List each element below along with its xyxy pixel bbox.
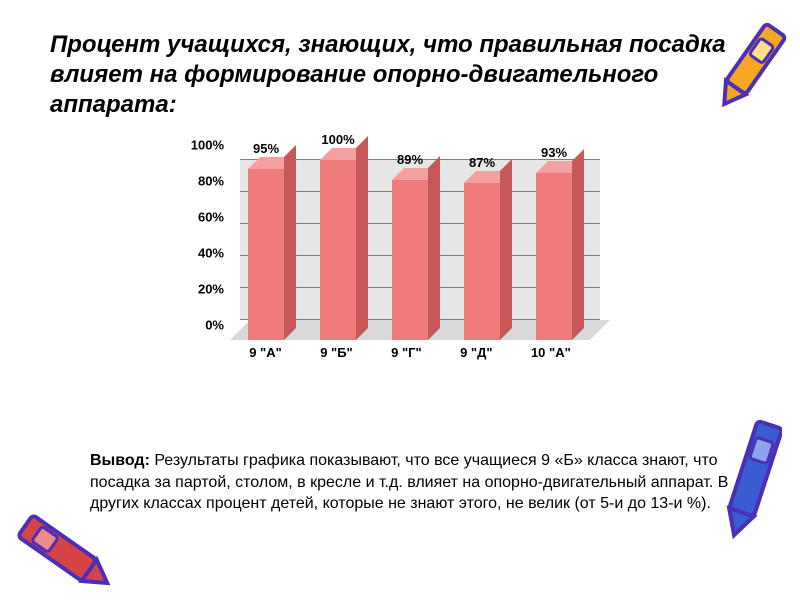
crayon-icon [718, 8, 788, 118]
crayon-icon [722, 410, 782, 550]
ytick-label: 80% [198, 174, 224, 189]
crayon-icon [8, 512, 118, 592]
bar-side [500, 159, 512, 340]
bar-side [284, 145, 296, 340]
bar-side [356, 136, 368, 340]
chart-xticks: 9 "А" 9 "Б" 9 "Г" 9 "Д" 10 "А" [230, 345, 590, 360]
bar: 93% [536, 173, 572, 340]
chart-bars: 95% 100% 89% 87% [230, 160, 590, 340]
bar-value-label: 93% [541, 145, 567, 160]
bar-side [428, 156, 440, 340]
bar-side [572, 149, 584, 340]
xtick-label: 9 "Б" [320, 345, 353, 360]
conclusion: Вывод: Результаты графика показывают, чт… [90, 450, 730, 515]
slide: Процент учащихся, знающих, что правильна… [0, 0, 800, 600]
ytick-label: 60% [198, 210, 224, 225]
ytick-label: 100% [191, 138, 224, 153]
xtick-label: 10 "А" [531, 345, 571, 360]
slide-title: Процент учащихся, знающих, что правильна… [50, 30, 750, 120]
ytick-label: 20% [198, 282, 224, 297]
chart-plot: 0% 20% 40% 60% 80% 100% 95% 100% [230, 160, 590, 340]
bar: 95% [248, 169, 284, 340]
bar-value-label: 89% [397, 152, 423, 167]
conclusion-text: Результаты графика показывают, что все у… [90, 452, 728, 512]
xtick-label: 9 "Г" [391, 345, 422, 360]
bar: 89% [392, 180, 428, 340]
xtick-label: 9 "Д" [460, 345, 492, 360]
bar-chart: 0% 20% 40% 60% 80% 100% 95% 100% [170, 140, 610, 390]
bar: 87% [464, 183, 500, 340]
bar-value-label: 95% [253, 141, 279, 156]
ytick-label: 0% [205, 318, 224, 333]
bar: 100% [320, 160, 356, 340]
bar-value-label: 100% [321, 132, 354, 147]
xtick-label: 9 "А" [249, 345, 282, 360]
conclusion-label: Вывод: [90, 452, 150, 469]
ytick-label: 40% [198, 246, 224, 261]
bar-value-label: 87% [469, 155, 495, 170]
